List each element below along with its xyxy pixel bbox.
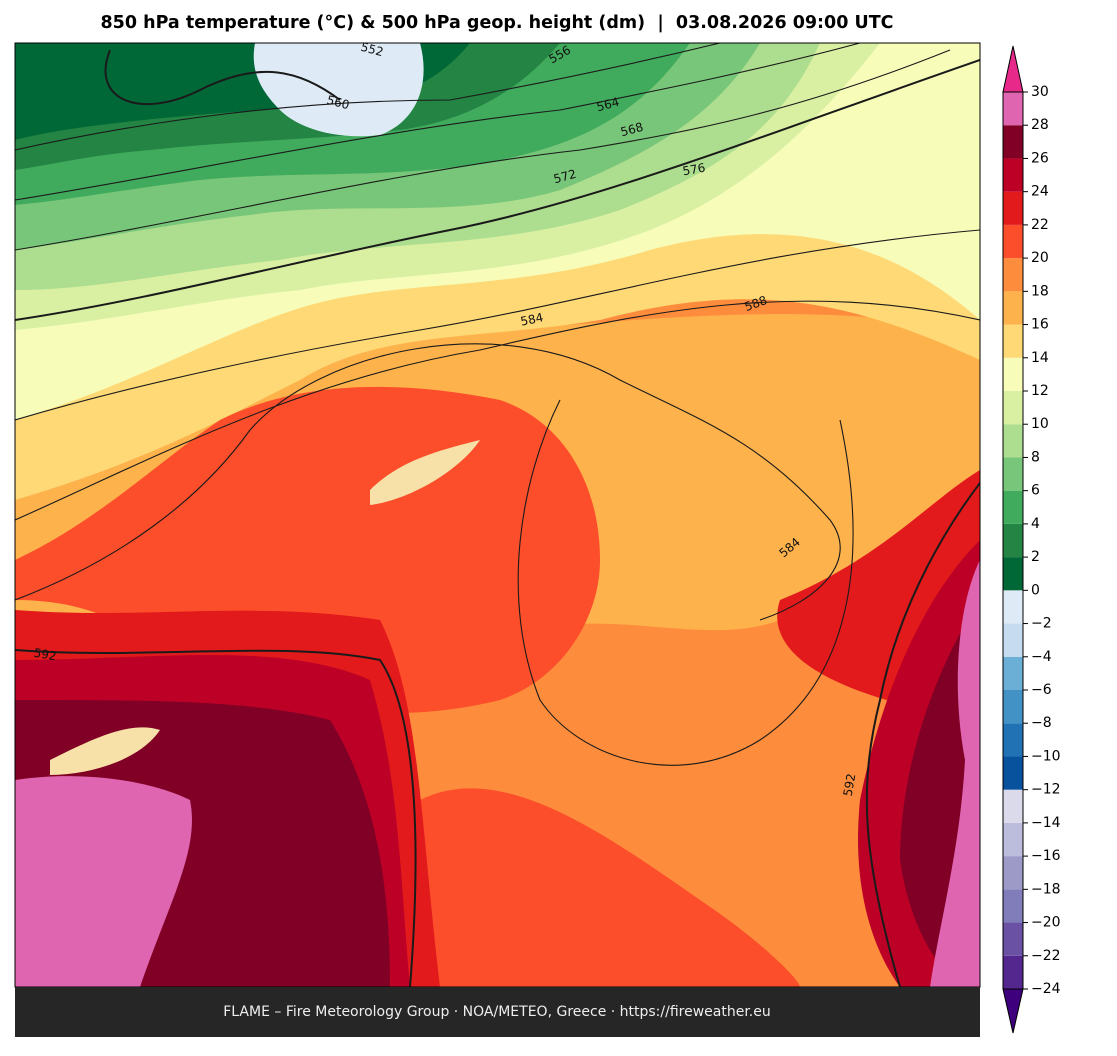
colorbar-tick-label: 8 <box>1031 449 1040 465</box>
contour-label: 564 <box>595 95 621 114</box>
colorbar-tick-label: 14 <box>1031 350 1049 366</box>
colorbar-tick-label: 4 <box>1031 516 1040 532</box>
colorbar-bin <box>1003 690 1023 724</box>
colorbar-bin <box>1003 889 1023 923</box>
colorbar-tick-label: −10 <box>1031 748 1061 764</box>
colorbar-tick-label: −16 <box>1031 848 1061 864</box>
colorbar-bin <box>1003 822 1023 857</box>
footer: FLAME – Fire Meteorology Group · NOA/MET… <box>223 1004 771 1020</box>
colorbar-tick-label: −6 <box>1031 682 1052 698</box>
colorbar-bin <box>1003 590 1023 624</box>
colorbar-bin <box>1003 224 1023 259</box>
colorbar-bin <box>1003 490 1023 524</box>
colorbar-frame <box>1002 91 1024 990</box>
colorbar-bin <box>1003 557 1023 591</box>
title: 850 hPa temperature (°C) & 500 hPa geop.… <box>101 13 894 33</box>
colorbar-tick-label: −12 <box>1031 782 1061 798</box>
colorbar-bin <box>1003 856 1023 890</box>
map <box>15 43 980 987</box>
footer-bar <box>15 987 980 1037</box>
colorbar-tick-label: 6 <box>1031 483 1040 499</box>
contour-label: 592 <box>841 772 859 797</box>
colorbar-extend-over <box>1002 45 1024 93</box>
colorbar-tick-label: −24 <box>1031 981 1061 997</box>
contour <box>15 649 417 987</box>
temp-field <box>50 727 160 775</box>
colorbar-tick-label: 10 <box>1031 416 1049 432</box>
colorbar-tick-label: 26 <box>1031 150 1049 166</box>
contour-label: 576 <box>681 161 706 179</box>
temp-field <box>930 560 980 987</box>
contour <box>15 43 721 151</box>
colorbar-bin <box>1003 656 1023 690</box>
colorbar-tick-label: 24 <box>1031 184 1049 200</box>
contour <box>104 49 341 105</box>
colorbar-bin <box>1003 125 1023 159</box>
contour <box>15 229 980 421</box>
colorbar-bin <box>1003 955 1023 989</box>
colorbar-tick-label: 30 <box>1031 84 1049 100</box>
colorbar-bin <box>1003 291 1023 325</box>
colorbar-bin <box>1003 523 1023 558</box>
colorbar-tick-label: 22 <box>1031 217 1049 233</box>
colorbar-bin <box>1003 756 1023 790</box>
colorbar-bin <box>1003 158 1023 192</box>
colorbar-tick-label: −22 <box>1031 948 1061 964</box>
contour <box>15 43 861 201</box>
colorbar-bin <box>1003 623 1023 657</box>
colorbar-tick-label: −2 <box>1031 616 1052 632</box>
colorbar-tick-label: 16 <box>1031 317 1049 333</box>
colorbar-tick-label: 28 <box>1031 117 1049 133</box>
contour-label: 552 <box>359 40 385 59</box>
colorbar-bin <box>1003 191 1023 225</box>
colorbar-tick-label: −14 <box>1031 815 1061 831</box>
colorbar-bin <box>1003 92 1023 126</box>
colorbar-extend-under <box>1002 988 1024 1034</box>
contour <box>15 59 980 321</box>
colorbar-bin <box>1003 457 1023 491</box>
temp-field <box>253 43 424 137</box>
temp-field <box>400 788 800 987</box>
temp-field <box>370 440 480 505</box>
colorbar-tick-label: 18 <box>1031 283 1049 299</box>
contour-label: 592 <box>33 646 58 664</box>
contour <box>517 399 854 766</box>
contour-label: 572 <box>552 167 578 186</box>
colorbar-tick-label: −8 <box>1031 715 1052 731</box>
colorbar-bin <box>1003 424 1023 458</box>
colorbar-tick-label: 2 <box>1031 549 1040 565</box>
colorbar-tick-label: 20 <box>1031 250 1049 266</box>
contour-label: 560 <box>325 93 351 112</box>
temp-field <box>15 776 192 987</box>
contour <box>865 481 980 987</box>
contour <box>15 343 841 621</box>
colorbar-bin <box>1003 922 1023 956</box>
contour <box>15 49 951 251</box>
colorbar-bin <box>1003 723 1023 757</box>
colorbar-tick-label: −20 <box>1031 915 1061 931</box>
colorbar-bin <box>1003 789 1023 823</box>
contour-label: 584 <box>519 310 544 328</box>
colorbar-bin <box>1003 258 1023 292</box>
colorbar-bin <box>1003 324 1023 358</box>
colorbar-tick-label: 12 <box>1031 383 1049 399</box>
colorbar-bin <box>1003 391 1023 425</box>
contour <box>15 300 980 521</box>
colorbar-tick-label: −18 <box>1031 881 1061 897</box>
colorbar-bin <box>1003 357 1023 391</box>
contour-label: 568 <box>619 120 645 139</box>
colorbar-tick-label: 0 <box>1031 582 1040 598</box>
colorbar-tick-label: −4 <box>1031 649 1052 665</box>
